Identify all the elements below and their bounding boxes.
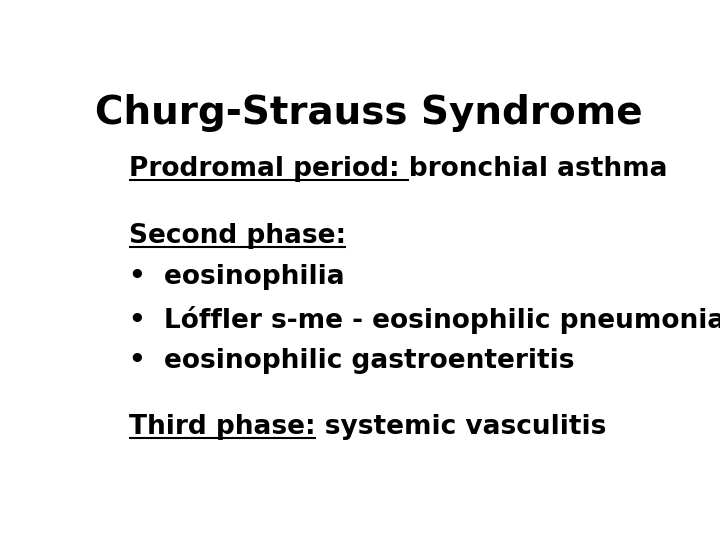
Text: Third phase:: Third phase: <box>129 414 315 440</box>
Text: Second phase:: Second phase: <box>129 223 346 249</box>
Text: •  eosinophilia: • eosinophilia <box>129 265 345 291</box>
Text: Prodromal period:: Prodromal period: <box>129 156 409 183</box>
Text: Third phase: systemic vasculitis: Third phase: systemic vasculitis <box>129 414 606 440</box>
Text: •  Lóffler s-me - eosinophilic pneumonia: • Lóffler s-me - eosinophilic pneumonia <box>129 306 720 334</box>
Text: Prodromal period: bronchial asthma: Prodromal period: bronchial asthma <box>129 156 667 183</box>
Text: Churg-Strauss Syndrome: Churg-Strauss Syndrome <box>95 94 643 132</box>
Text: •  eosinophilic gastroenteritis: • eosinophilic gastroenteritis <box>129 348 575 374</box>
Text: Second phase:: Second phase: <box>129 223 346 249</box>
